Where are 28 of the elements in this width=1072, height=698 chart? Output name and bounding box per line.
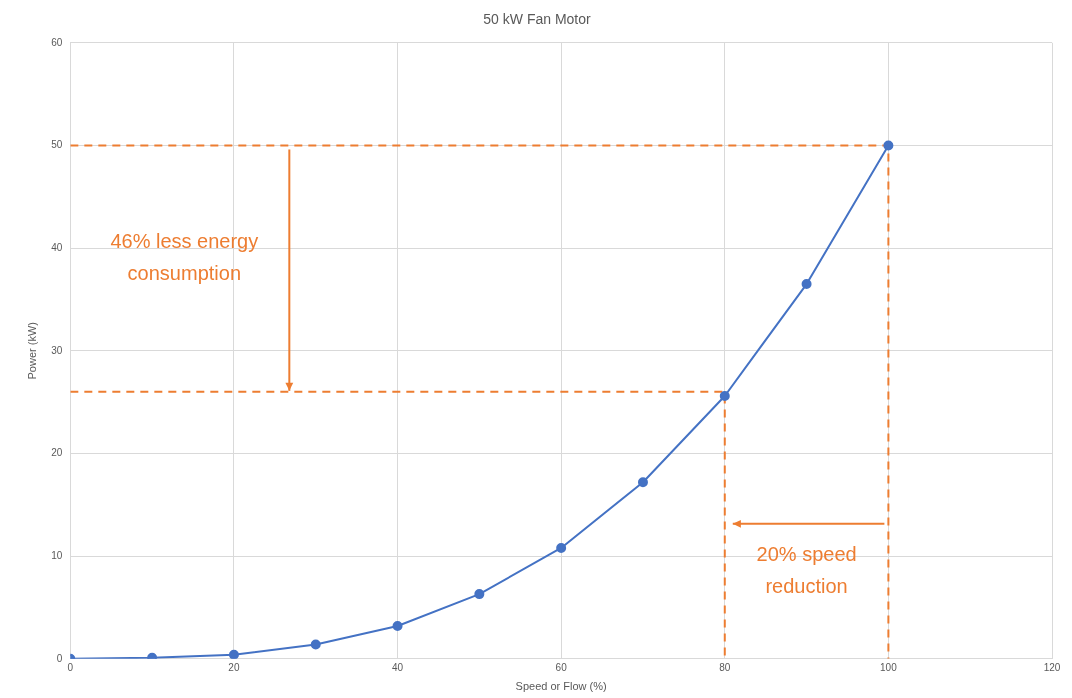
- x-tick-label: 120: [1043, 661, 1061, 673]
- y-tick-label: 10: [51, 549, 63, 561]
- point: [228, 649, 239, 659]
- point: [801, 279, 812, 290]
- y-tick-label: 30: [51, 344, 63, 356]
- point: [719, 390, 730, 401]
- y-tick-label: 60: [51, 36, 63, 48]
- x-tick-label: 80: [719, 661, 731, 673]
- point: [556, 542, 567, 553]
- chart-title: 50 kW Fan Motor: [483, 11, 592, 28]
- annotation: 20% speed reduction: [756, 543, 857, 598]
- point: [637, 477, 648, 488]
- y-tick-label: 0: [56, 652, 63, 664]
- point: [392, 620, 403, 631]
- point: [883, 140, 894, 151]
- x-tick-label: 60: [555, 661, 568, 673]
- annotation: 46% less energy consumption: [110, 230, 259, 285]
- x-tick-label: 0: [67, 661, 74, 673]
- y-tick-label: 50: [51, 139, 63, 151]
- y-axis-title: Power (kW): [25, 322, 38, 380]
- y-tick-label: 40: [51, 241, 63, 253]
- x-tick-label: 20: [228, 661, 240, 673]
- x-tick-label: 40: [391, 661, 404, 673]
- x-axis-title: Speed or Flow (%): [515, 680, 607, 693]
- point: [474, 589, 485, 600]
- y-tick-label: 20: [51, 447, 63, 459]
- point: [310, 639, 321, 650]
- x-tick-label: 100: [880, 661, 898, 673]
